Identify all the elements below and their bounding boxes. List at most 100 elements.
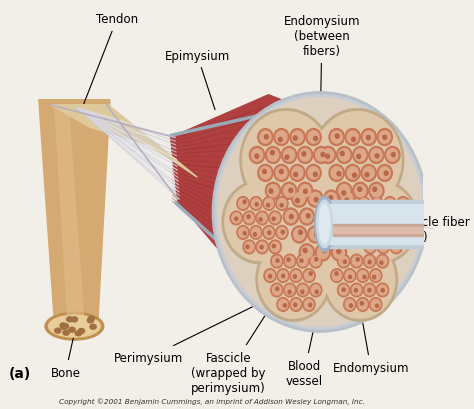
Circle shape [381, 289, 384, 292]
Circle shape [285, 211, 296, 223]
Circle shape [294, 229, 305, 241]
Circle shape [337, 254, 350, 268]
Ellipse shape [317, 200, 333, 248]
Circle shape [370, 298, 382, 312]
Circle shape [349, 211, 361, 223]
Circle shape [277, 298, 289, 312]
Circle shape [298, 285, 307, 295]
Circle shape [342, 288, 345, 292]
Circle shape [385, 228, 394, 238]
Circle shape [277, 269, 289, 283]
Circle shape [306, 129, 321, 146]
Circle shape [347, 209, 363, 225]
Ellipse shape [87, 318, 93, 323]
Circle shape [340, 152, 344, 156]
Circle shape [292, 300, 301, 310]
Circle shape [390, 240, 402, 254]
Circle shape [394, 244, 397, 248]
Circle shape [265, 147, 281, 164]
Circle shape [271, 213, 280, 223]
Circle shape [310, 254, 322, 268]
Circle shape [334, 211, 345, 223]
Circle shape [269, 211, 281, 225]
Circle shape [310, 229, 321, 241]
Circle shape [355, 149, 366, 162]
Circle shape [276, 197, 288, 211]
Circle shape [299, 209, 315, 225]
Circle shape [308, 226, 323, 243]
Circle shape [264, 199, 273, 209]
Circle shape [323, 238, 398, 321]
Circle shape [212, 92, 428, 333]
Circle shape [390, 211, 402, 225]
Circle shape [282, 147, 297, 164]
Circle shape [292, 132, 303, 144]
Circle shape [363, 132, 374, 144]
Circle shape [365, 285, 374, 295]
Circle shape [258, 242, 266, 252]
Circle shape [382, 244, 385, 247]
Circle shape [295, 199, 299, 203]
Circle shape [379, 167, 390, 180]
Circle shape [323, 149, 334, 162]
Circle shape [392, 153, 395, 157]
Circle shape [337, 147, 352, 164]
Circle shape [326, 193, 337, 205]
Circle shape [304, 300, 313, 310]
Circle shape [358, 300, 367, 310]
Circle shape [266, 204, 270, 207]
Circle shape [310, 193, 321, 205]
Circle shape [384, 172, 388, 176]
Circle shape [322, 249, 327, 253]
Circle shape [243, 211, 255, 225]
Circle shape [347, 167, 358, 180]
Circle shape [316, 149, 327, 162]
Circle shape [258, 213, 266, 223]
Circle shape [264, 269, 276, 283]
Circle shape [283, 283, 296, 297]
Circle shape [264, 135, 268, 139]
Circle shape [263, 226, 275, 240]
Circle shape [363, 167, 374, 180]
Circle shape [346, 271, 354, 281]
Circle shape [269, 240, 281, 254]
Circle shape [311, 256, 320, 266]
Circle shape [339, 256, 348, 266]
Circle shape [301, 290, 304, 294]
Circle shape [354, 213, 358, 217]
Circle shape [271, 283, 283, 297]
Circle shape [255, 203, 258, 207]
Circle shape [311, 109, 404, 212]
Circle shape [357, 155, 361, 159]
Circle shape [250, 226, 262, 240]
Circle shape [343, 261, 346, 264]
Circle shape [324, 226, 339, 243]
Circle shape [301, 211, 312, 223]
Circle shape [365, 173, 369, 177]
Circle shape [355, 185, 366, 198]
Circle shape [380, 261, 383, 265]
Text: Muscle fiber
(cell): Muscle fiber (cell) [393, 215, 469, 243]
Circle shape [376, 283, 389, 297]
Circle shape [290, 269, 302, 283]
Circle shape [273, 256, 282, 266]
Polygon shape [50, 106, 197, 178]
Circle shape [274, 129, 289, 146]
Text: Endomysium
(between
fibers): Endomysium (between fibers) [283, 15, 360, 140]
Circle shape [290, 298, 302, 312]
Circle shape [294, 303, 297, 307]
Circle shape [347, 132, 358, 144]
Circle shape [292, 167, 303, 180]
Circle shape [326, 229, 337, 241]
Circle shape [308, 132, 319, 144]
Circle shape [330, 232, 334, 236]
Circle shape [315, 258, 318, 261]
Text: Perimysium: Perimysium [114, 303, 260, 364]
Text: Copyright ©2001 Benjamin Cummings, an imprint of Addison Wesley Longman, Inc.: Copyright ©2001 Benjamin Cummings, an im… [59, 398, 365, 404]
Circle shape [238, 199, 247, 209]
Circle shape [377, 240, 390, 254]
Circle shape [379, 242, 388, 252]
Circle shape [294, 173, 298, 177]
Circle shape [369, 244, 372, 247]
Circle shape [299, 231, 302, 235]
